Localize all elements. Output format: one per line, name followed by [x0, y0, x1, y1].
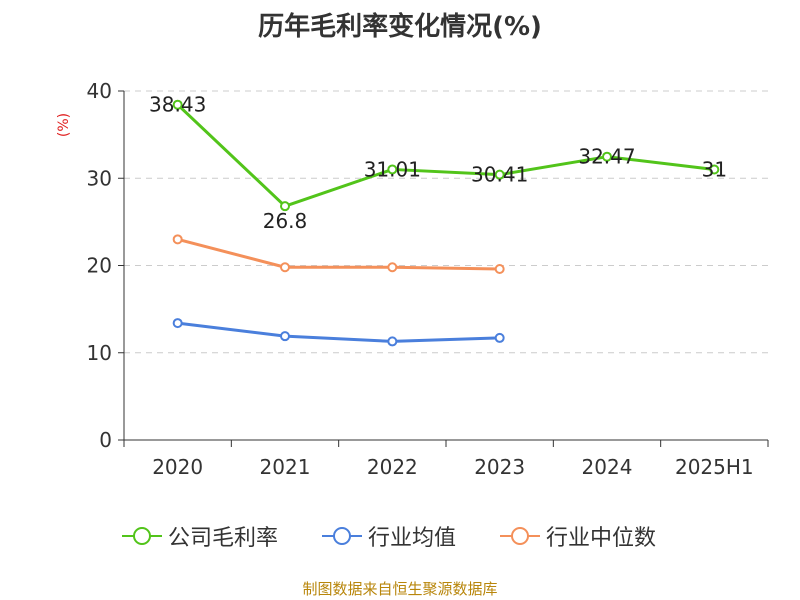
legend-label: 行业中位数 — [546, 526, 657, 551]
y-axis-label: (%) — [56, 113, 72, 137]
chart-title: 历年毛利率变化情况(%) — [258, 12, 542, 42]
series-line — [177, 237, 500, 271]
y-tick-label: 40 — [87, 79, 112, 103]
data-labels: 38.43 26.8 31.01 30.41 32.47 31 — [149, 93, 727, 233]
x-tick-label: 2022 — [367, 455, 418, 479]
data-point — [172, 234, 183, 245]
data-label: 38.43 — [149, 93, 206, 117]
data-point — [280, 331, 290, 342]
data-label: 31.01 — [364, 157, 421, 181]
series-line — [177, 321, 500, 343]
legend-line-orange-icon — [500, 527, 540, 545]
legend-label: 行业均值 — [368, 526, 457, 551]
data-point — [494, 332, 505, 343]
data-point — [387, 336, 398, 347]
axes: 0 10 20 30 40 (%) 2020 2021 2022 2023 2024 2025H1 — [56, 79, 769, 479]
data-point — [494, 263, 505, 274]
x-tick-label: 2025H1 — [675, 455, 754, 479]
data-point — [280, 262, 290, 273]
legend-item-company-margin[interactable]: 公司毛利率 — [122, 522, 279, 551]
legend-label: 公司毛利率 — [168, 526, 279, 551]
x-tick-label: 2021 — [260, 455, 311, 479]
data-label: 31 — [702, 158, 727, 182]
data-point — [387, 262, 398, 273]
y-tick-label: 0 — [99, 428, 112, 452]
data-point — [494, 169, 505, 180]
data-point — [172, 99, 183, 110]
source-note: 制图数据来自恒生聚源数据库 — [302, 580, 498, 598]
data-label: 30.41 — [471, 163, 528, 187]
data-label: 32.47 — [578, 145, 635, 169]
y-tick-label: 20 — [87, 254, 112, 278]
y-tick-label: 30 — [87, 166, 112, 190]
series-lines — [172, 99, 720, 347]
x-tick-label: 2024 — [582, 455, 633, 479]
data-point — [172, 318, 183, 329]
series-line — [176, 103, 715, 208]
x-tick-label: 2020 — [152, 455, 203, 479]
data-label: 26.8 — [263, 209, 308, 233]
legend-item-industry-median[interactable]: 行业中位数 — [500, 522, 657, 551]
x-tick-label: 2023 — [474, 455, 525, 479]
legend-line-green-icon — [122, 527, 162, 545]
y-tick-label: 10 — [87, 341, 112, 365]
data-point — [709, 164, 720, 175]
data-point — [387, 164, 398, 175]
data-point — [602, 151, 612, 162]
legend-item-industry-mean[interactable]: 行业均值 — [322, 522, 457, 551]
legend-line-blue-icon — [322, 527, 362, 545]
data-point — [280, 201, 290, 212]
grid-lines — [124, 90, 768, 354]
